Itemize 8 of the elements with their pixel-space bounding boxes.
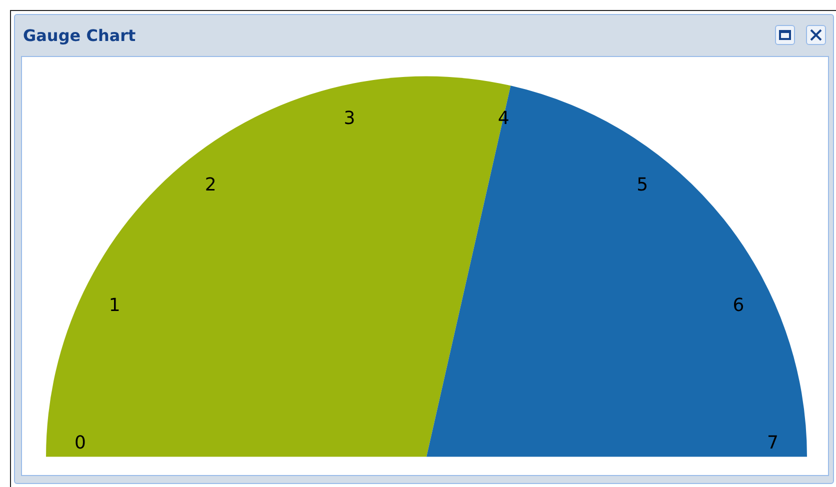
text: 1 [108, 295, 120, 316]
chart-title: Gauge Chart [23, 26, 136, 45]
text: 0 [74, 432, 86, 454]
text: 2 [204, 174, 216, 196]
text: 5 [636, 174, 648, 196]
text: 7 [767, 432, 778, 454]
text: 3 [344, 108, 356, 129]
text: 6 [732, 295, 744, 316]
